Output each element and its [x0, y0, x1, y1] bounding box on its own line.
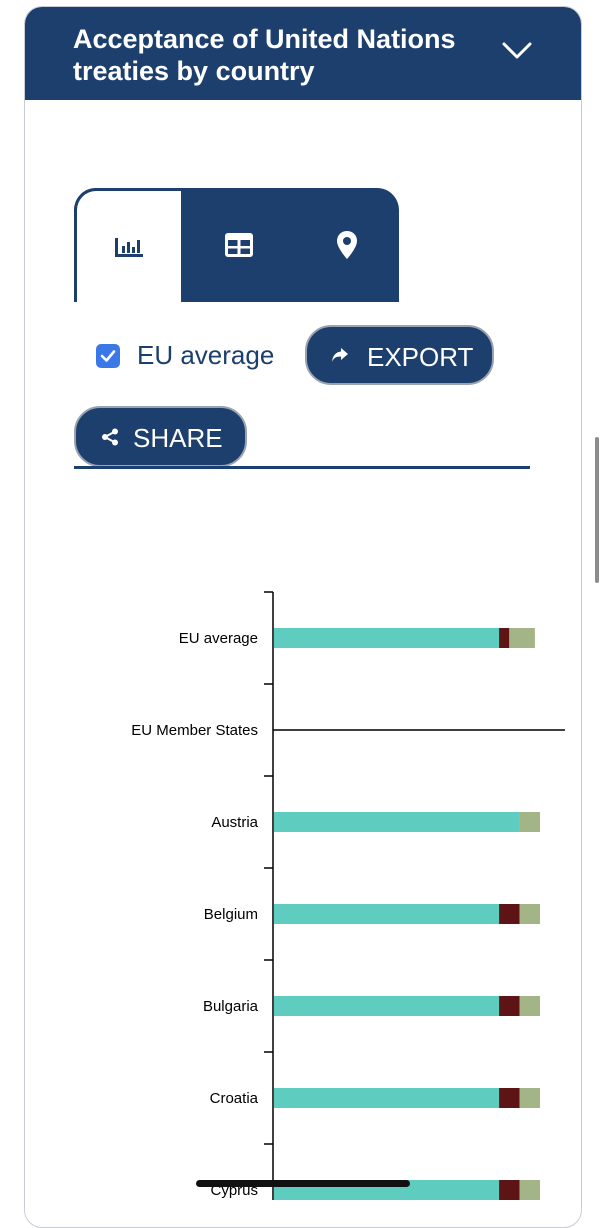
category-label: Austria — [211, 814, 258, 831]
home-indicator — [196, 1180, 410, 1187]
export-label: EXPORT — [367, 342, 474, 372]
bar-segment[interactable] — [519, 1180, 540, 1200]
stacked-bar-chart: EU average EU Member States Austria Belgium… — [131, 591, 565, 1200]
tab-chart[interactable] — [74, 188, 184, 302]
bar-segment[interactable] — [499, 996, 520, 1016]
bar-segment[interactable] — [519, 1088, 540, 1108]
tab-map[interactable] — [294, 188, 399, 302]
bar-segment[interactable] — [274, 996, 500, 1016]
table-icon — [225, 233, 253, 257]
view-tabs — [74, 188, 399, 302]
bar-segment[interactable] — [274, 904, 500, 924]
bar-segment[interactable] — [519, 996, 540, 1016]
tab-table[interactable] — [184, 188, 294, 302]
bar-segment[interactable] — [499, 628, 510, 648]
bar-segment[interactable] — [274, 1088, 500, 1108]
checkmark-icon — [100, 349, 116, 362]
eu-average-label: EU average — [137, 340, 275, 370]
controls-divider — [74, 466, 530, 469]
bar-segment[interactable] — [519, 904, 540, 924]
chevron-down-icon[interactable] — [501, 41, 533, 61]
bar-segment[interactable] — [274, 812, 520, 832]
bar-segment[interactable] — [499, 1088, 520, 1108]
share-label: SHARE — [133, 423, 223, 453]
bar-segment[interactable] — [519, 812, 540, 832]
scrollbar[interactable] — [595, 437, 599, 583]
share-button[interactable]: SHARE — [74, 406, 247, 467]
map-pin-icon — [336, 231, 357, 259]
category-label: Belgium — [204, 906, 258, 923]
eu-average-checkbox[interactable] — [96, 343, 120, 368]
bar-segment[interactable] — [274, 628, 500, 648]
bar-chart-icon — [115, 237, 143, 257]
share-arrow-icon — [332, 348, 348, 362]
export-button[interactable]: EXPORT — [305, 325, 494, 385]
bar-segment[interactable] — [499, 1180, 520, 1200]
eu-average-toggle[interactable]: EU average — [96, 340, 274, 371]
category-label: EU average — [179, 630, 258, 647]
bar-segment[interactable] — [499, 904, 520, 924]
card-title: Acceptance of United Nations treaties by… — [73, 24, 456, 86]
category-label: Croatia — [210, 1090, 259, 1107]
share-icon — [102, 428, 118, 446]
category-label: Bulgaria — [203, 998, 259, 1015]
category-label: EU Member States — [131, 722, 258, 739]
bar-segment[interactable] — [509, 628, 535, 648]
card-header[interactable]: Acceptance of United Nations treaties by… — [25, 7, 581, 100]
